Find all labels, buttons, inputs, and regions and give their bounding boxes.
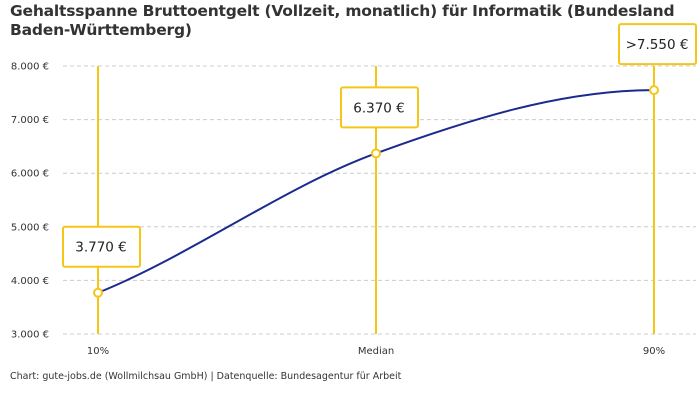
y-tick-label: 8.000 € [11,62,49,73]
y-tick-label: 6.000 € [11,169,49,180]
data-point [649,85,659,96]
data-label-box [618,23,697,66]
x-tick-label: 10% [87,346,109,357]
chart-title: Gehaltsspanne Bruttoentgelt (Vollzeit, m… [10,2,675,39]
y-tick-label: 4.000 € [11,276,49,287]
y-tick-label: 5.000 € [11,222,49,233]
data-label: 6.370 € [353,100,405,116]
data-point [371,148,381,159]
x-tick-label: Median [358,346,394,357]
y-tick-label: 3.000 € [11,330,49,341]
data-point [93,287,103,298]
data-label-box [62,225,141,268]
data-label-box [340,86,419,129]
x-tick-label: 90% [643,346,665,357]
chart-credit: Chart: gute-jobs.de (Wollmilchsau GmbH) … [10,371,402,382]
data-label: 3.770 € [75,240,127,256]
data-label: >7.550 € [626,37,689,53]
y-tick-label: 7.000 € [11,115,49,126]
